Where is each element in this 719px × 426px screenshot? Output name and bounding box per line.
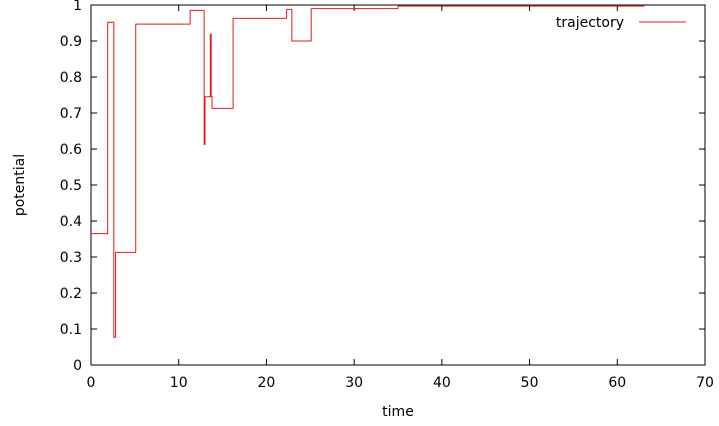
x-tick-label: 20 [258,375,276,391]
legend-label: trajectory [556,15,624,31]
x-tick-label: 50 [521,375,539,391]
x-tick-label: 30 [345,375,363,391]
x-tick-label: 0 [87,375,96,391]
y-tick-label: 0.4 [60,214,82,230]
y-tick-label: 0.7 [60,106,82,122]
x-tick-label: 40 [433,375,451,391]
x-axis: 0 10 20 30 40 50 60 70 [87,5,714,391]
series-layer [91,5,645,338]
y-tick-label: 0.6 [60,142,82,158]
x-tick-label: 10 [170,375,188,391]
y-tick-label: 0.8 [60,70,82,86]
y-tick-label: 0.9 [60,34,82,50]
plot-frame [90,4,706,366]
y-tick-label: 0.2 [60,286,82,302]
y-tick-label: 0.5 [60,178,82,194]
y-tick-label: 0 [73,358,82,374]
y-tick-label: 0.3 [60,250,82,266]
x-tick-label: 60 [608,375,626,391]
legend: trajectory [556,15,686,31]
x-tick-label: 70 [696,375,714,391]
y-axis: 0 0.1 0.2 0.3 0.4 0.5 0.6 0.7 0.8 0.9 1 [60,0,705,374]
y-tick-label: 1 [73,0,82,14]
series-line-trajectory [91,5,645,338]
x-axis-label: time [382,404,414,420]
y-axis-label: potential [12,154,28,216]
y-tick-label: 0.1 [60,322,82,338]
